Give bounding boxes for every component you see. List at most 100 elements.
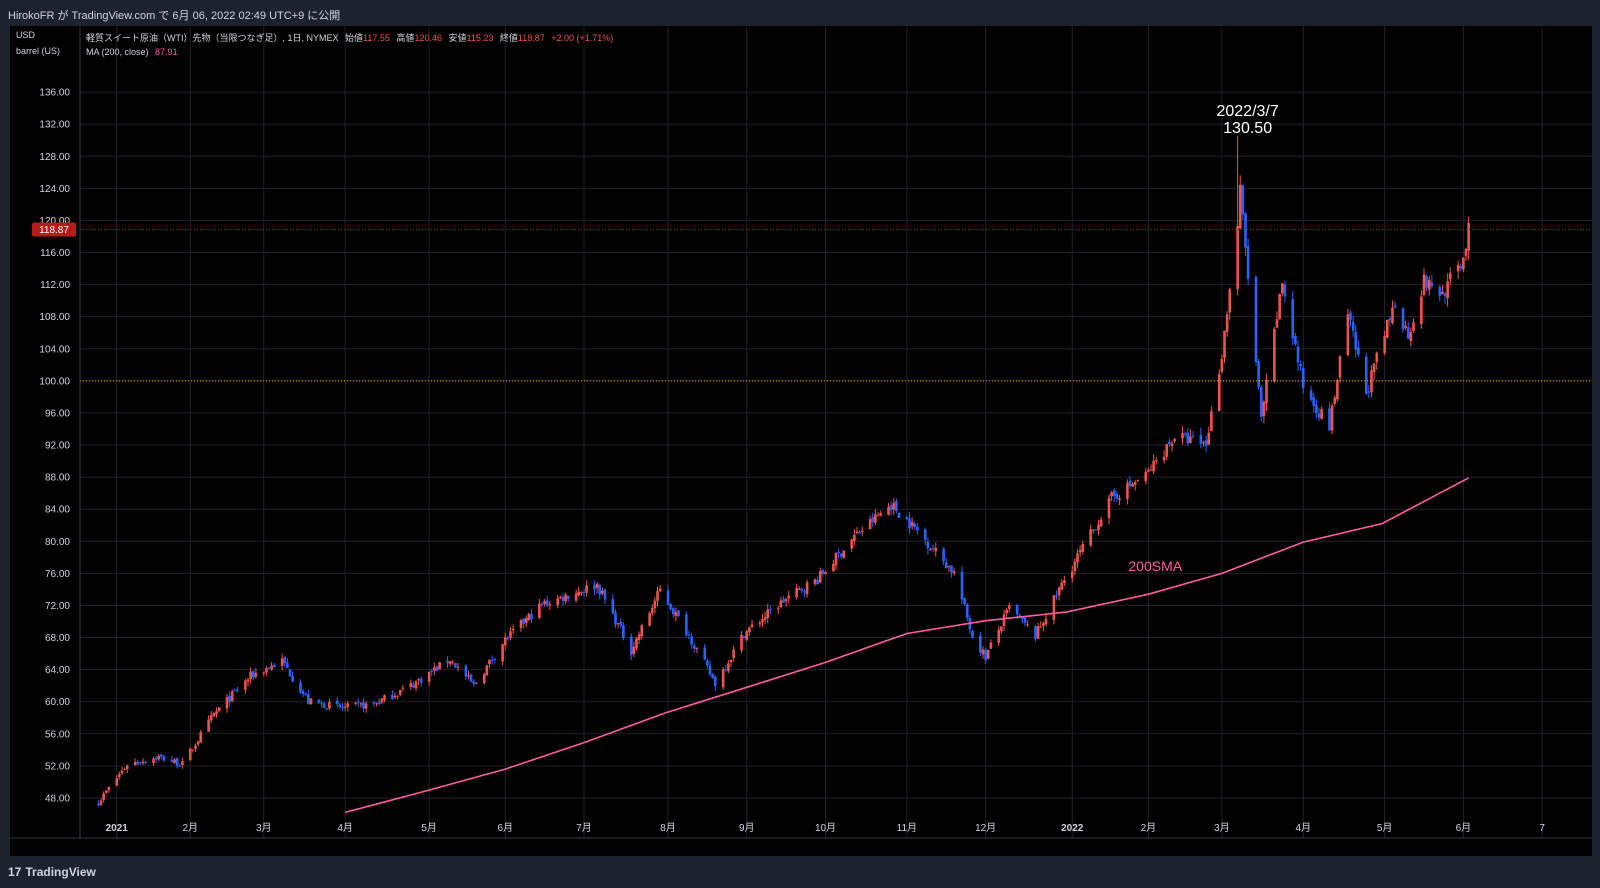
- unit-label: USD: [16, 30, 36, 40]
- candle-body: [346, 703, 350, 707]
- candle-body: [152, 758, 155, 764]
- candle-body: [860, 530, 864, 532]
- candle-body: [493, 658, 497, 660]
- x-tick-label: 10月: [815, 822, 836, 834]
- candle-body: [233, 690, 237, 692]
- y-tick-label: 48.00: [45, 793, 70, 804]
- candle-body: [545, 600, 549, 606]
- candle-body: [1133, 482, 1137, 485]
- candle-body: [125, 765, 129, 770]
- candle-body: [1367, 391, 1371, 393]
- candle-body: [1076, 553, 1079, 563]
- candle-body: [984, 649, 987, 661]
- y-tick-label: 88.00: [45, 473, 70, 484]
- candle-body: [1154, 460, 1158, 462]
- candle-body: [530, 613, 533, 620]
- candle-body: [123, 768, 126, 770]
- candle-body: [322, 703, 326, 709]
- candle-body: [876, 515, 880, 517]
- legend-change: +2.00 (+1.71%): [551, 33, 613, 43]
- candle-body: [1406, 327, 1410, 339]
- candle-body: [475, 682, 478, 684]
- y-tick-label: 108.00: [39, 312, 70, 323]
- candle-body: [107, 786, 111, 791]
- candle-body: [1026, 624, 1029, 626]
- price-chart[interactable]: USD barrel (US) 48.00 52.00 56.00 60.00 64.00 6…: [10, 26, 1592, 856]
- x-tick-label: 2月: [1141, 822, 1157, 834]
- candle-body: [133, 762, 137, 766]
- current-price-label: 118.87: [39, 225, 69, 236]
- y-tick-label: 136.00: [39, 88, 70, 99]
- ma-legend-label: MA (200, close): [86, 47, 149, 57]
- candle-body: [1464, 248, 1468, 257]
- candle-body: [724, 669, 728, 671]
- candle-body: [981, 649, 985, 655]
- candle-body: [706, 660, 709, 666]
- candle-body: [632, 646, 636, 654]
- legend-high-label: 高値: [396, 32, 414, 43]
- candle-body: [1370, 370, 1373, 393]
- candle-body: [577, 591, 581, 596]
- candle-body: [1002, 614, 1006, 626]
- candle-body: [1225, 314, 1229, 332]
- candle-body: [745, 631, 749, 640]
- candle-body: [566, 595, 570, 599]
- candle-body: [713, 676, 717, 687]
- candle-body: [199, 732, 203, 743]
- candle-body: [1165, 444, 1169, 457]
- candle-body: [412, 684, 415, 688]
- candle-body: [721, 669, 725, 688]
- x-tick-label: 11月: [897, 822, 917, 834]
- candle-body: [1430, 282, 1434, 287]
- y-tick-label: 92.00: [45, 441, 70, 452]
- candle-body: [561, 597, 565, 601]
- candle-body: [656, 591, 659, 601]
- tradingview-logo-icon: 17: [8, 865, 22, 879]
- candle-body: [265, 668, 268, 673]
- candle-body: [674, 612, 678, 617]
- y-tick-label: 104.00: [39, 344, 70, 355]
- current-price-badge: [32, 222, 76, 237]
- candle-body: [942, 548, 945, 562]
- candle-body: [1147, 469, 1150, 472]
- candle-body: [923, 529, 927, 540]
- candle-body: [162, 756, 166, 761]
- chart-frame[interactable]: USD barrel (US) 48.00 52.00 56.00 60.00 64.00 6…: [10, 26, 1592, 856]
- candle-body: [824, 571, 827, 575]
- candle-body: [1057, 587, 1061, 596]
- candle-body: [343, 706, 347, 708]
- candle-body: [301, 691, 305, 694]
- candle-body: [619, 621, 623, 626]
- candle-body: [1217, 374, 1221, 412]
- candle-body: [1301, 367, 1305, 388]
- candle-body: [338, 704, 342, 708]
- candle-body: [335, 700, 339, 705]
- candle-body: [1236, 226, 1239, 290]
- candle-body: [669, 604, 672, 610]
- candle-body: [803, 591, 806, 593]
- candle-body: [761, 619, 764, 623]
- candle-body: [1401, 308, 1405, 330]
- candle-body: [99, 800, 103, 805]
- price-axis[interactable]: USD barrel (US) 48.00 52.00 56.00 60.00 64.00 6…: [16, 26, 81, 838]
- candle-body: [1021, 617, 1024, 619]
- candle-body: [1170, 443, 1174, 447]
- tradingview-logo[interactable]: 17 TradingView: [8, 865, 96, 879]
- candle-body: [574, 593, 578, 601]
- candle-body: [1446, 281, 1449, 298]
- candle-body: [1462, 257, 1465, 270]
- candle-body: [1199, 434, 1203, 444]
- time-axis[interactable]: 2021 2月 3月 4月 5月 6月 7月 8月 9月 10月 11月 12月 2022 2月 3月 4月 5…: [10, 822, 1592, 839]
- candle-body: [986, 649, 990, 659]
- candle-body: [272, 664, 276, 668]
- candle-body: [467, 675, 470, 677]
- candle-body: [671, 608, 675, 615]
- candle-body: [742, 636, 746, 639]
- candle-body: [769, 609, 772, 611]
- candle-body: [1383, 336, 1386, 354]
- candle-body: [971, 630, 974, 638]
- candle-body: [1257, 361, 1260, 388]
- candle-body: [603, 589, 607, 600]
- candle-body: [1422, 274, 1426, 295]
- candle-body: [154, 757, 158, 760]
